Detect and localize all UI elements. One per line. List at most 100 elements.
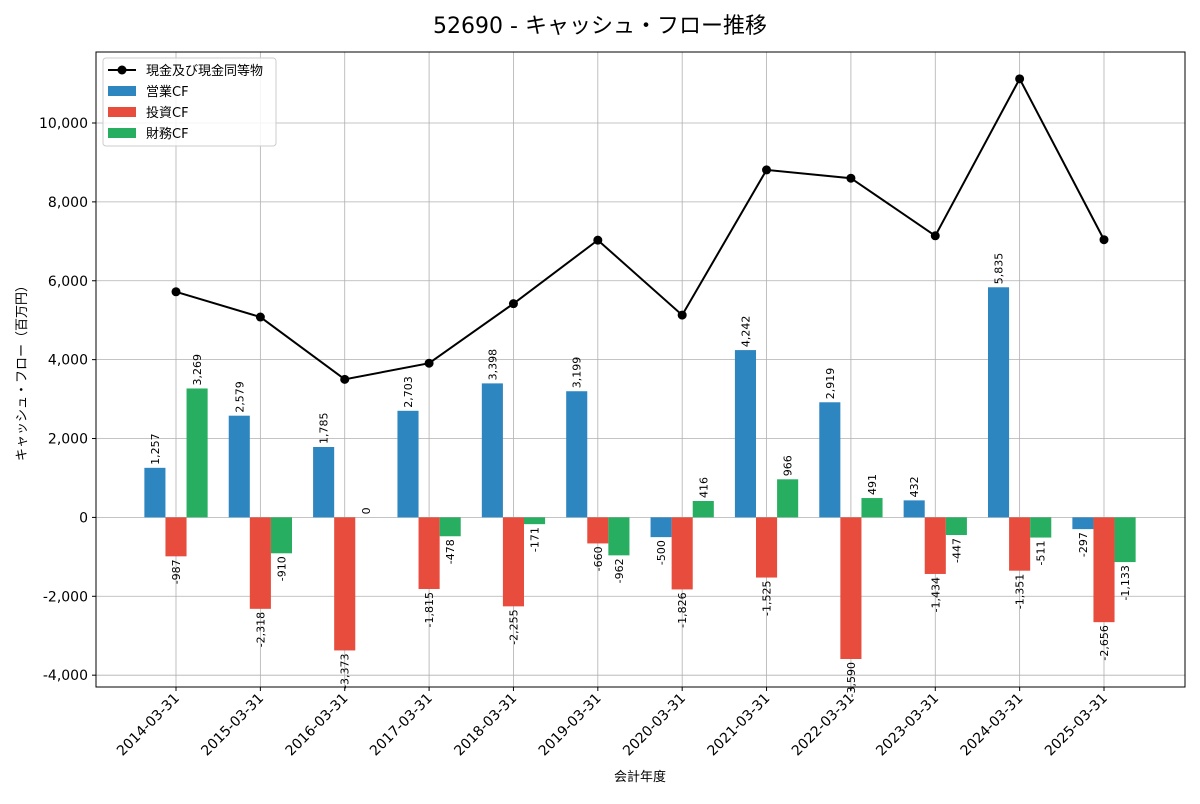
x-tick-label: 2024-03-31 (958, 691, 1027, 760)
bar (735, 350, 756, 517)
data-label: -171 (529, 527, 542, 552)
data-label: -2,255 (507, 609, 520, 644)
data-label: 491 (866, 474, 879, 495)
y-axis-label: キャッシュ・フロー（百万円） (15, 279, 30, 461)
data-label: -297 (1077, 532, 1090, 557)
bar (250, 517, 271, 608)
data-label: -478 (444, 539, 457, 564)
data-label: 3,398 (486, 349, 499, 381)
x-tick-label: 2023-03-31 (873, 691, 942, 760)
x-tick-label: 2018-03-31 (451, 691, 520, 760)
bar (777, 479, 798, 517)
bar (946, 517, 967, 535)
data-label: -1,525 (761, 581, 774, 616)
x-tick-label: 2016-03-31 (283, 691, 352, 760)
legend-bar-swatch (108, 107, 136, 117)
legend-label: 財務CF (146, 127, 189, 142)
data-label: -1,815 (423, 592, 436, 627)
bar (1009, 517, 1030, 570)
chart-title: 52690 - キャッシュ・フロー推移 (433, 14, 767, 39)
bar (440, 517, 461, 536)
data-label: -1,133 (1119, 565, 1132, 600)
cash-balance-point (846, 174, 855, 183)
data-label: -1,351 (1014, 574, 1027, 609)
bar (566, 391, 587, 517)
data-label: 1,785 (318, 413, 331, 445)
data-label: 2,703 (402, 376, 415, 408)
x-tick-label: 2019-03-31 (536, 691, 605, 760)
data-label: -3,373 (339, 653, 352, 688)
cash-balance-point (762, 165, 771, 174)
cash-balance-point (593, 236, 602, 245)
bar (988, 287, 1009, 517)
data-label: 2,919 (824, 368, 837, 400)
bar (840, 517, 861, 659)
bar (313, 447, 334, 517)
bar (1115, 517, 1136, 562)
data-label: -910 (275, 556, 288, 581)
bar (651, 517, 672, 537)
legend-marker-swatch (118, 66, 127, 75)
y-tick-label: 8,000 (48, 195, 88, 211)
bar (165, 517, 186, 556)
data-label: -500 (655, 540, 668, 565)
cash-balance-point (678, 311, 687, 320)
bar (397, 411, 418, 518)
cash-balance-point (1015, 74, 1024, 83)
bar (1093, 517, 1114, 622)
cash-balance-point (340, 375, 349, 384)
bar (672, 517, 693, 589)
x-tick-label: 2025-03-31 (1042, 691, 1111, 760)
legend-bar-swatch (108, 86, 136, 96)
x-tick-label: 2017-03-31 (367, 691, 436, 760)
bar (503, 517, 524, 606)
cash-balance-line (176, 79, 1104, 380)
x-tick-label: 2014-03-31 (114, 691, 183, 760)
y-tick-label: -2,000 (43, 589, 88, 605)
bar (144, 468, 165, 518)
legend-label: 投資CF (146, 105, 189, 121)
legend-label: 営業CF (146, 84, 189, 100)
data-label: -1,434 (929, 577, 942, 612)
data-label: -447 (950, 538, 963, 563)
y-tick-label: 0 (79, 510, 88, 526)
data-label: -511 (1035, 541, 1048, 566)
bar (1030, 517, 1051, 537)
data-label: -1,826 (676, 592, 689, 627)
bar (1072, 517, 1093, 529)
data-label: -660 (592, 546, 605, 571)
data-label: 966 (782, 455, 795, 476)
y-tick-label: 4,000 (48, 353, 88, 369)
x-tick-label: 2022-03-31 (789, 691, 858, 760)
bar (904, 500, 925, 517)
data-label: 5,835 (993, 253, 1006, 285)
bar (229, 416, 250, 518)
data-label: 4,242 (739, 316, 752, 348)
y-tick-label: -4,000 (43, 668, 88, 684)
bar (756, 517, 777, 577)
data-label: -2,656 (1098, 625, 1111, 660)
bar (524, 517, 545, 524)
line-layer (172, 74, 1109, 384)
x-tick-label: 2020-03-31 (620, 691, 689, 760)
bar-layer (144, 287, 1135, 659)
x-axis-label: 会計年度 (614, 769, 666, 785)
bar (587, 517, 608, 543)
x-tick-label: 2021-03-31 (705, 691, 774, 760)
cash-balance-point (509, 299, 518, 308)
data-label: 416 (697, 477, 710, 498)
legend-label: 現金及び現金同等物 (146, 63, 263, 79)
bar (819, 402, 840, 517)
data-label: 3,269 (191, 354, 204, 386)
data-label: -987 (170, 559, 183, 584)
bar (419, 517, 440, 589)
bar (271, 517, 292, 553)
bar (608, 517, 629, 555)
bar (925, 517, 946, 574)
data-label: 2,579 (233, 381, 246, 413)
cash-balance-point (931, 231, 940, 240)
data-label: -2,318 (254, 612, 267, 647)
data-label: 1,257 (149, 433, 162, 465)
